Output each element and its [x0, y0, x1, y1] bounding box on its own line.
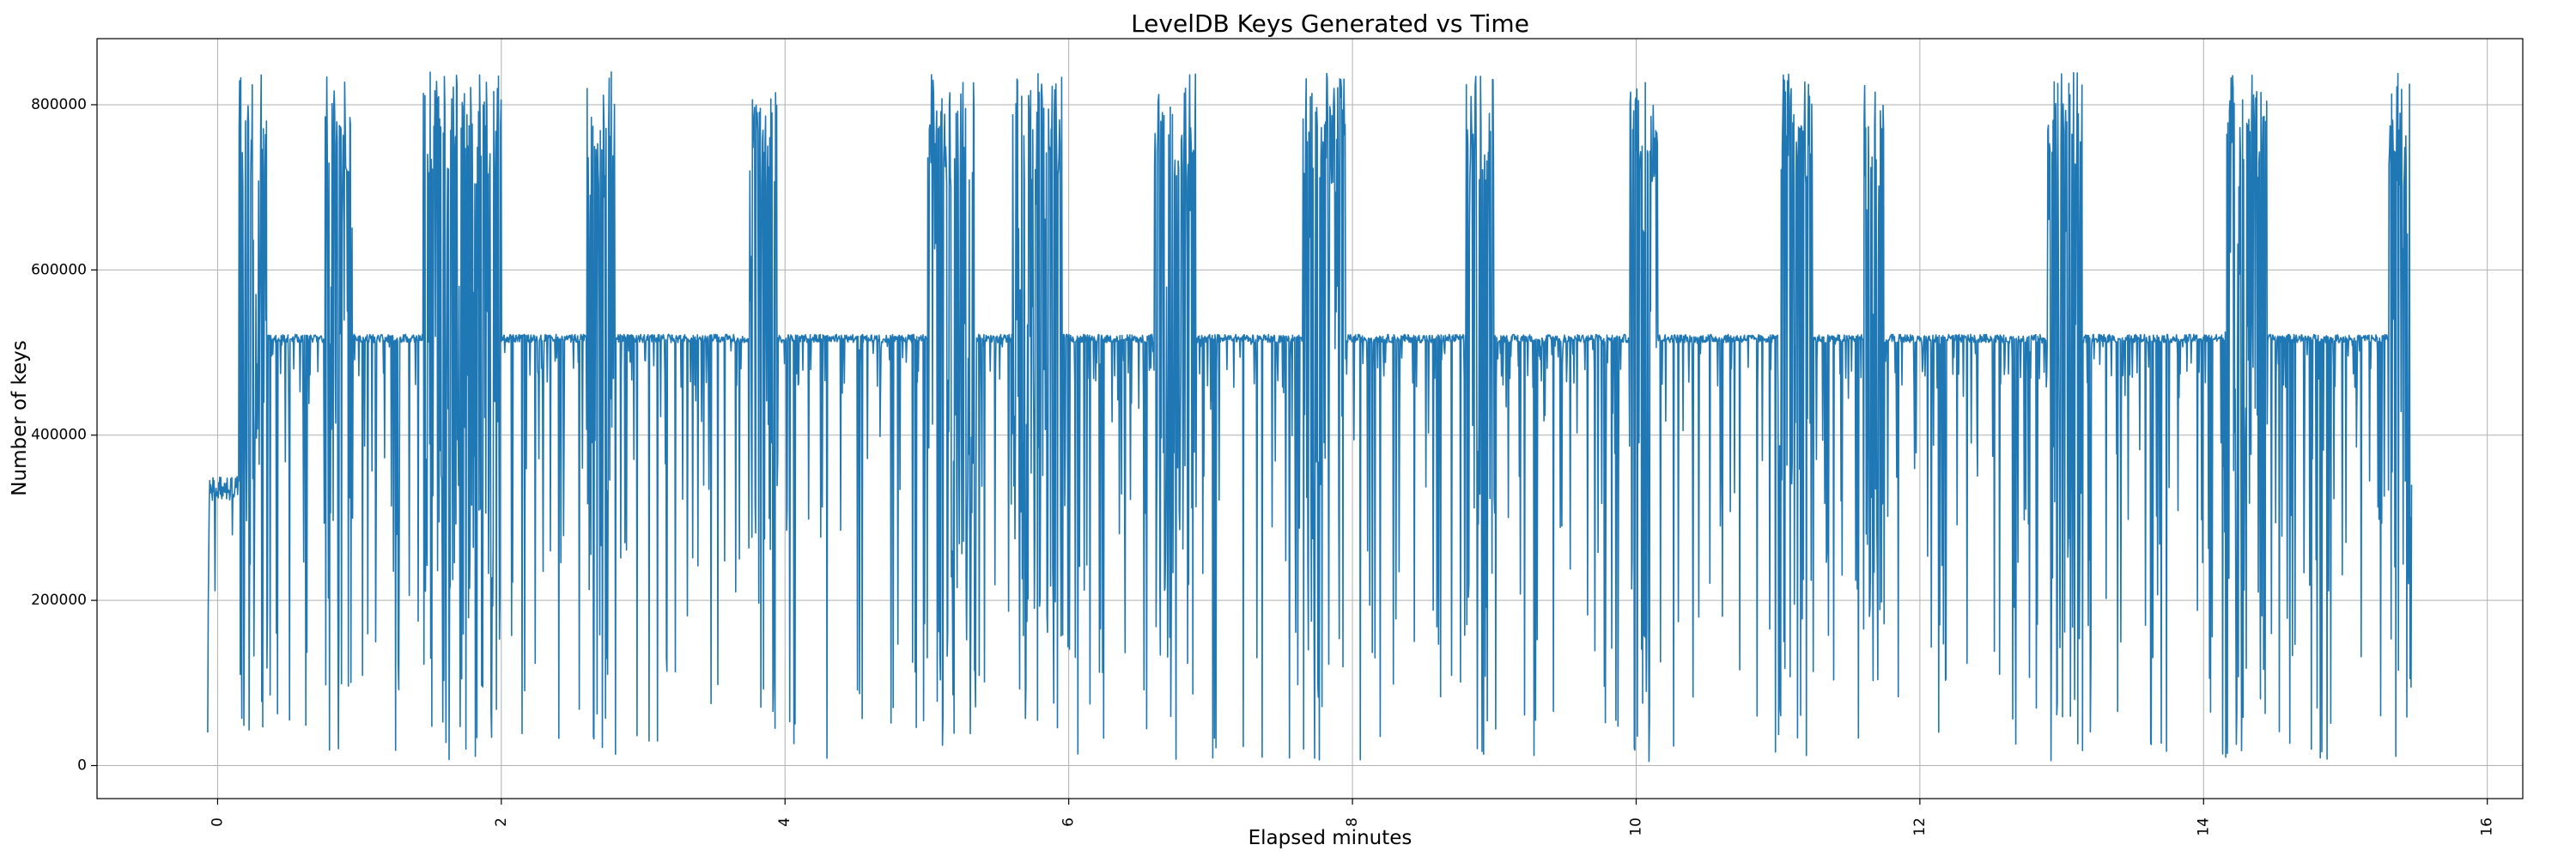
x-axis-label: Elapsed minutes [1249, 827, 1413, 849]
x-tick-label: 0 [209, 817, 226, 827]
x-tick-label: 16 [2479, 817, 2496, 836]
x-tick-label: 12 [1911, 817, 1929, 836]
x-tick-label: 4 [776, 817, 793, 827]
y-tick-label: 400000 [31, 427, 87, 444]
y-axis-label: Number of keys [9, 340, 31, 495]
x-tick-label: 8 [1344, 817, 1361, 827]
chart-title: LevelDB Keys Generated vs Time [1131, 9, 1529, 38]
y-tick-label: 800000 [31, 96, 87, 113]
y-tick-label: 0 [77, 757, 87, 775]
y-tick-label: 200000 [31, 592, 87, 609]
x-tick-label: 6 [1060, 817, 1078, 827]
x-axis: 0 2 4 6 8 10 12 14 16 [209, 799, 2496, 836]
series-line [207, 71, 2413, 763]
y-axis: 0 200000 400000 600000 800000 [31, 96, 97, 775]
series-layer [207, 71, 2413, 763]
y-tick-label: 600000 [31, 261, 87, 278]
x-tick-label: 2 [493, 817, 510, 827]
x-tick-label: 14 [2195, 817, 2212, 836]
x-tick-label: 10 [1627, 817, 1644, 836]
plot-frame [96, 38, 2524, 799]
